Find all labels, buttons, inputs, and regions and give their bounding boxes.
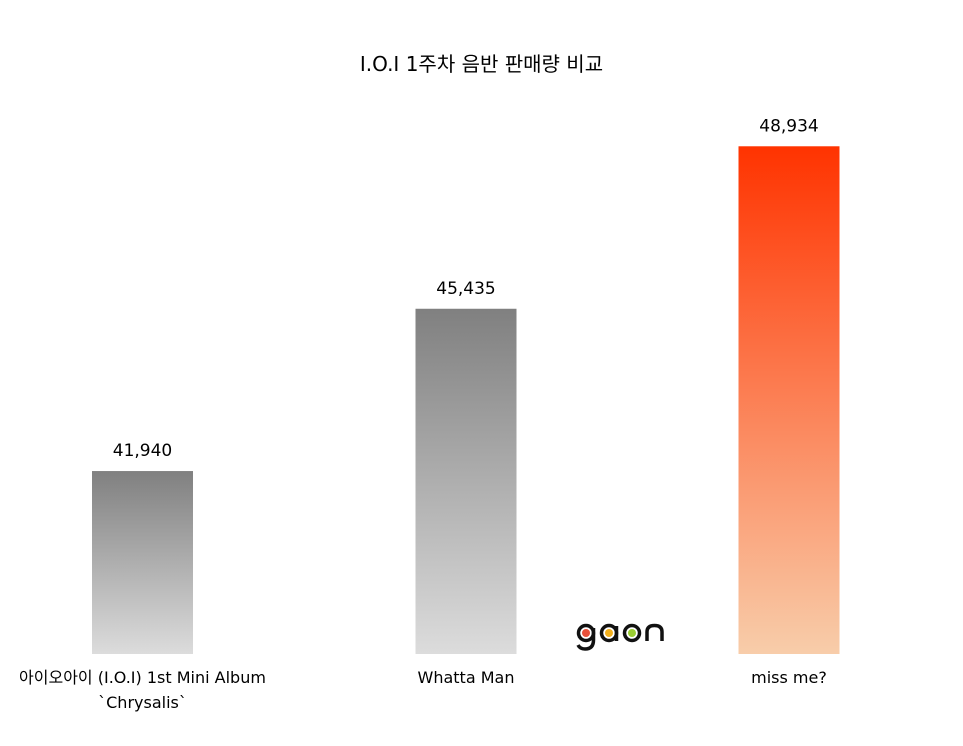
bar bbox=[92, 471, 193, 654]
category-label: Whatta Man bbox=[417, 668, 515, 687]
gaon-logo bbox=[576, 623, 664, 651]
chart-title: I.O.I 1주차 음반 판매량 비교 bbox=[359, 52, 604, 76]
data-label: 41,940 bbox=[113, 441, 172, 461]
data-label: 48,934 bbox=[759, 116, 818, 136]
category-label: miss me? bbox=[751, 668, 827, 687]
bar bbox=[738, 146, 840, 654]
category-label: 아이오아이 (I.O.I) 1st Mini Album `Chrysalis` bbox=[19, 668, 266, 712]
bar bbox=[415, 308, 517, 654]
data-label: 45,435 bbox=[436, 279, 495, 299]
